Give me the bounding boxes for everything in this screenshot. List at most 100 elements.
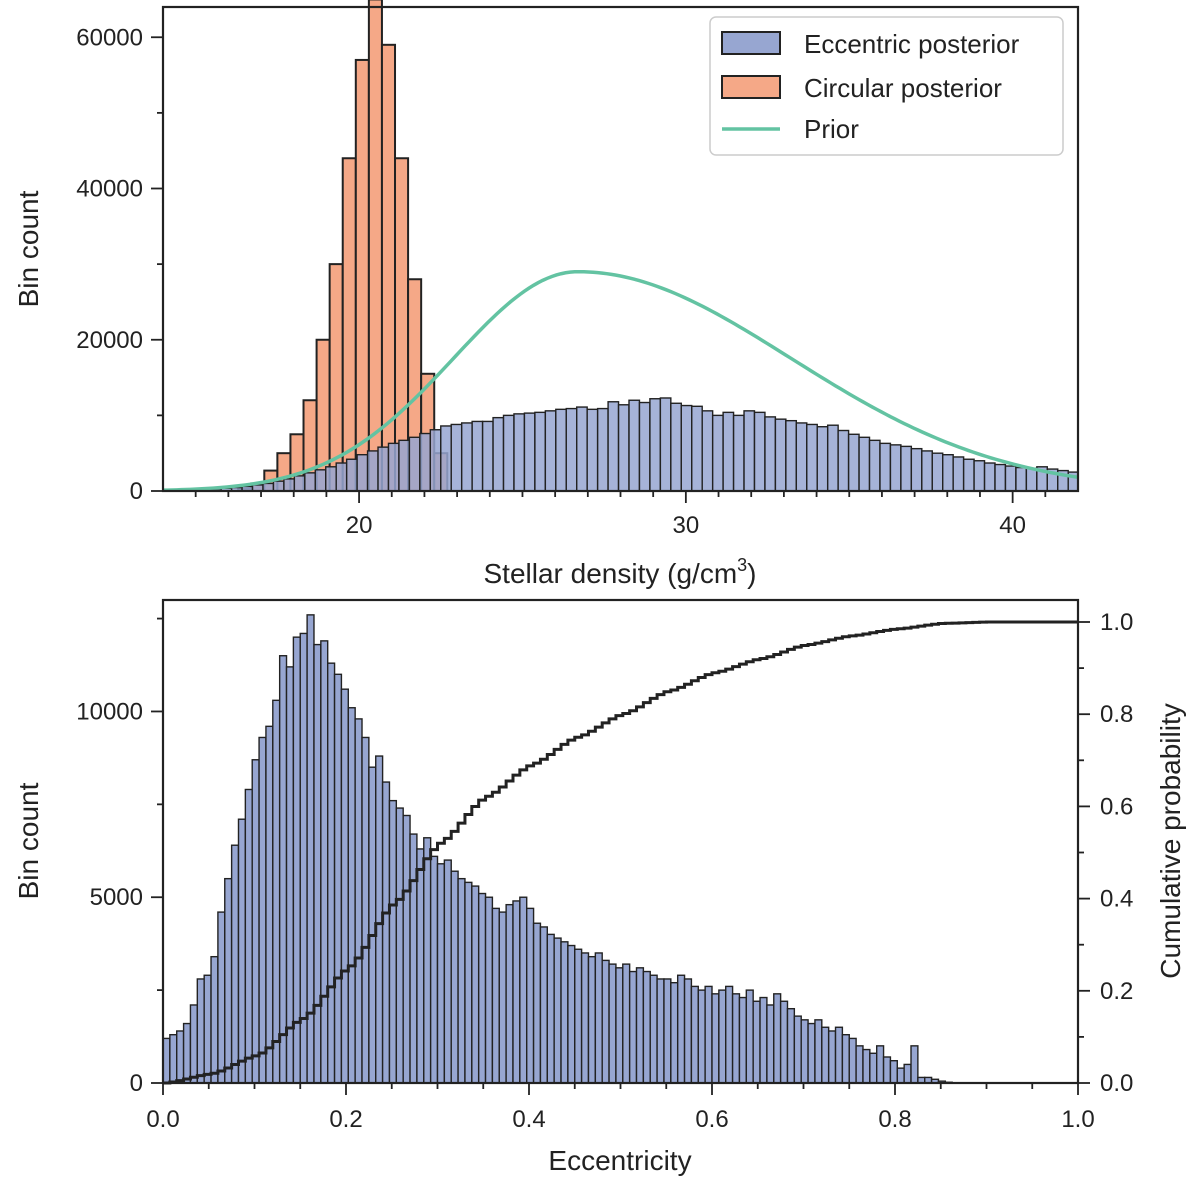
- eccentric-bar: [973, 460, 986, 492]
- eccentricity-bar: [731, 993, 741, 1084]
- eccentric-bar: [1004, 465, 1017, 492]
- eccentric-bar: [345, 458, 358, 492]
- eccentric-bar: [691, 405, 703, 492]
- eccentricity-bar: [258, 736, 267, 1084]
- eccentricity-bar: [793, 1015, 802, 1084]
- eccentricity-bar: [402, 814, 411, 1084]
- eccentricity-bar: [519, 896, 528, 1084]
- y-tick-label: 0: [130, 1070, 143, 1097]
- eccentric-bar: [429, 429, 442, 492]
- eccentricity-bar: [896, 1067, 905, 1084]
- eccentricity-bar: [779, 1000, 789, 1084]
- legend-label-prior: Prior: [804, 114, 859, 144]
- eccentric-bar: [722, 411, 735, 492]
- eccentricity-bar: [237, 818, 247, 1084]
- eccentric-bar: [962, 458, 975, 492]
- eccentricity-bar: [882, 1056, 892, 1084]
- eccentricity-bar: [477, 892, 487, 1084]
- right-y-tick-label: 1.0: [1100, 609, 1133, 636]
- eccentricity-bar: [169, 1033, 178, 1084]
- eccentricity-bar: [546, 933, 555, 1084]
- eccentricity-bar: [272, 699, 281, 1084]
- eccentricity-bar: [848, 1037, 857, 1084]
- eccentric-bar: [419, 432, 432, 492]
- eccentric-bar: [492, 416, 505, 492]
- eccentricity-bar: [560, 941, 569, 1084]
- eccentricity-bar: [395, 807, 404, 1084]
- eccentricity-bar: [587, 955, 597, 1084]
- eccentric-bar: [1015, 466, 1028, 492]
- eccentricity-bar: [601, 959, 610, 1084]
- eccentricity-bar: [773, 993, 782, 1084]
- eccentricity-bar: [608, 963, 617, 1084]
- eccentricity-bar: [663, 978, 672, 1084]
- eccentric-bar: [795, 422, 808, 492]
- x-tick-label: 0.0: [146, 1106, 179, 1133]
- eccentric-bar: [617, 404, 630, 492]
- eccentricity-bar: [622, 963, 631, 1084]
- eccentric-bar: [607, 401, 620, 492]
- eccentric-bar: [513, 413, 526, 492]
- eccentricity-bar: [340, 688, 349, 1084]
- eccentric-bar: [826, 424, 839, 492]
- eccentric-bar: [481, 420, 494, 492]
- eccentricity-bar: [594, 952, 603, 1084]
- eccentric-bar: [816, 426, 829, 492]
- bottom-y-ticks: 0 5000 10000: [76, 617, 163, 1097]
- eccentric-bar: [806, 423, 818, 492]
- eccentric-bar: [534, 411, 547, 492]
- eccentricity-bar: [429, 855, 439, 1084]
- eccentric-bar: [304, 472, 316, 492]
- eccentric-bar: [743, 410, 756, 492]
- eccentricity-bar: [278, 655, 288, 1084]
- eccentricity-bar: [690, 985, 699, 1084]
- legend-swatch-eccentric: [721, 31, 781, 55]
- eccentric-bar: [753, 411, 766, 492]
- top-legend: Eccentric posterior Circular posterior P…: [709, 16, 1064, 156]
- bottom-x-ticks: 0.0 0.2 0.4 0.6 0.8 1.0: [146, 1083, 1095, 1133]
- eccentricity-bar: [889, 1060, 898, 1084]
- eccentricity-bar: [539, 926, 548, 1084]
- eccentric-bar: [596, 407, 609, 492]
- eccentric-bar: [408, 436, 421, 492]
- eccentricity-bar: [855, 1045, 864, 1084]
- eccentricity-bar: [320, 640, 329, 1084]
- eccentricity-bar: [683, 978, 693, 1084]
- eccentric-bar: [764, 416, 777, 492]
- eccentricity-bar: [567, 944, 576, 1084]
- eccentricity-bar: [388, 799, 398, 1084]
- eccentricity-bar: [759, 996, 768, 1084]
- eccentricity-bar: [176, 1030, 185, 1084]
- eccentricity-bar: [450, 870, 459, 1084]
- eccentricity-bar: [265, 725, 274, 1084]
- eccentricity-bar: [642, 970, 651, 1084]
- eccentric-bar: [931, 452, 944, 492]
- eccentricity-bar: [512, 900, 521, 1084]
- eccentricity-bar: [752, 1000, 761, 1084]
- eccentricity-bar: [347, 707, 356, 1084]
- eccentricity-bar: [423, 837, 432, 1084]
- eccentric-bar: [942, 454, 954, 492]
- bottom-right-y-ticks: 0.0 0.2 0.4 0.6 0.8 1.0: [1078, 609, 1133, 1097]
- eccentricity-bar: [670, 981, 679, 1084]
- bottom-right-y-axis-label: Cumulative probability: [1155, 703, 1186, 978]
- eccentricity-bar: [327, 662, 336, 1084]
- eccentricity-bar: [827, 1030, 837, 1084]
- top-x-ticks: 20 30 40: [194, 491, 1047, 539]
- eccentric-bar: [649, 398, 662, 492]
- y-tick-label: 20000: [76, 327, 143, 354]
- y-tick-label: 10000: [76, 698, 143, 725]
- eccentricity-bar: [628, 970, 638, 1084]
- eccentric-bar: [398, 439, 411, 492]
- eccentricity-bar: [745, 989, 754, 1084]
- eccentricity-bar: [704, 985, 713, 1084]
- x-tick-label: 30: [673, 512, 700, 539]
- eccentricity-bar: [230, 844, 240, 1084]
- eccentric-bar: [983, 462, 996, 492]
- top-y-ticks: 0 20000 40000 60000: [76, 24, 163, 505]
- eccentricity-bar: [814, 1019, 823, 1084]
- eccentric-bar: [377, 446, 390, 492]
- eccentricity-bar: [471, 885, 480, 1084]
- eccentric-bar: [502, 414, 515, 492]
